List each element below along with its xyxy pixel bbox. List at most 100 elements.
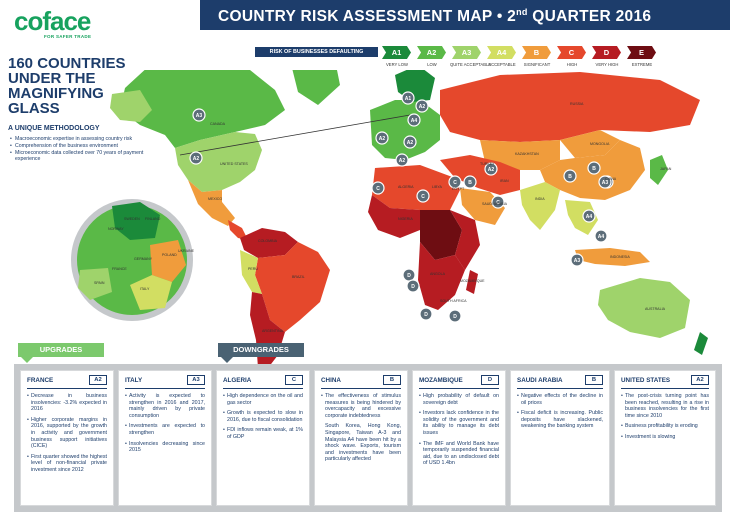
panel-algeria: ALGERIA C High dependence on the oil and… bbox=[216, 370, 310, 506]
panel-bullet: Activity is expected to strengthen in 20… bbox=[125, 393, 205, 419]
panel-bullet: Business profitability is eroding bbox=[621, 423, 709, 430]
map-country-label: JAPAN bbox=[660, 167, 672, 171]
svg-text:A4: A4 bbox=[586, 214, 593, 220]
panel-rating: C bbox=[285, 375, 303, 385]
map-country-label: ITALY bbox=[140, 287, 150, 291]
downgrades-arrow-icon bbox=[221, 357, 233, 363]
svg-text:C: C bbox=[376, 186, 380, 192]
svg-text:A3: A3 bbox=[602, 180, 609, 186]
map-country-label: CHINA bbox=[605, 177, 617, 181]
page-title: COUNTRY RISK ASSESSMENT MAP • 2nd QUARTE… bbox=[218, 7, 652, 25]
legend-swatch-e: E bbox=[627, 46, 656, 59]
map-east-africa bbox=[450, 210, 480, 270]
panel-rating: B bbox=[585, 375, 603, 385]
svg-text:D: D bbox=[453, 314, 457, 320]
panel-country: FRANCE bbox=[27, 377, 54, 384]
panel-divider bbox=[125, 388, 205, 389]
map-country-label: NORWAY bbox=[108, 227, 124, 231]
panel-bullet: Investments are expected to strengthen bbox=[125, 423, 205, 436]
panel-divider bbox=[321, 388, 401, 389]
legend-label: QUITE ACCEPTABLE bbox=[450, 62, 492, 67]
map-country-label: INDONESIA bbox=[610, 255, 630, 259]
map-central-america bbox=[228, 220, 248, 240]
map-rating-badge: B bbox=[463, 175, 477, 189]
panel-bullet: South Korea, Hong Kong, Singapore, Taiwa… bbox=[325, 423, 401, 463]
map-rating-badge: A2 bbox=[484, 162, 498, 176]
legend-swatch-b: B bbox=[522, 46, 551, 59]
legend-label: SIGNIFICANT bbox=[523, 62, 551, 67]
legend-label: EXTREME bbox=[631, 62, 653, 67]
legend-swatch-a4: A4 bbox=[487, 46, 516, 59]
panel-country: ALGERIA bbox=[223, 377, 252, 384]
map-mexico bbox=[188, 180, 235, 226]
map-central-africa bbox=[420, 210, 462, 260]
methodology-item: Macroeconomic expertise in assessing cou… bbox=[10, 136, 160, 143]
map-rating-badge: C bbox=[448, 175, 462, 189]
map-country-label: POLAND bbox=[162, 253, 177, 257]
map-mongolia bbox=[560, 130, 620, 158]
panel-bullet: The effectiveness of stimulus measures i… bbox=[321, 393, 401, 419]
map-country-label: IRAN bbox=[500, 179, 509, 183]
map-rating-badge: A2 bbox=[403, 135, 417, 149]
headline-line: 160 COUNTRIES bbox=[8, 55, 126, 72]
panel-country: SAUDI ARABIA bbox=[517, 377, 563, 384]
map-rating-badge: C bbox=[371, 181, 385, 195]
map-rating-badge: D bbox=[448, 309, 462, 323]
svg-text:A4: A4 bbox=[411, 118, 418, 124]
map-rating-badge: D bbox=[406, 279, 420, 293]
map-country-label: FINLAND bbox=[145, 217, 161, 221]
map-country-label: AUSTRALIA bbox=[645, 307, 666, 311]
logo-wordmark: coface bbox=[14, 6, 91, 36]
map-country-label: COLOMBIA bbox=[258, 239, 278, 243]
map-brazil bbox=[255, 242, 330, 332]
map-rating-badge: A4 bbox=[582, 209, 596, 223]
map-russia bbox=[440, 72, 700, 142]
legend-swatch-a1: A1 bbox=[382, 46, 411, 59]
map-peru bbox=[240, 250, 262, 294]
map-country-label: RUSSIA bbox=[570, 102, 584, 106]
map-country-label: NIGERIA bbox=[398, 217, 413, 221]
legend-label: HIGH bbox=[566, 62, 578, 67]
map-rating-badge: A4 bbox=[594, 229, 608, 243]
downgrades-tab: DOWNGRADES bbox=[218, 343, 304, 357]
svg-text:B: B bbox=[468, 180, 472, 186]
map-southern-africa bbox=[418, 242, 465, 310]
panel-bullets: High probability of default on sovereign… bbox=[419, 393, 499, 471]
map-rating-badge: B bbox=[587, 161, 601, 175]
magnifier bbox=[71, 199, 193, 321]
panel-bullets: Decrease in business insolvencies: -3.2%… bbox=[27, 393, 107, 478]
map-rating-badge: A2 bbox=[375, 131, 389, 145]
panel-rating: A2 bbox=[89, 375, 107, 385]
panel-bullets: Negative effects of the decline in oil p… bbox=[517, 393, 603, 434]
map-rating-badge: D bbox=[419, 307, 433, 321]
panel-country: CHINA bbox=[321, 377, 341, 384]
map-canada bbox=[120, 70, 285, 148]
magnifier-connector bbox=[179, 114, 411, 156]
map-europe bbox=[370, 100, 440, 160]
panel-rating: A3 bbox=[187, 375, 205, 385]
map-country-label: INDIA bbox=[535, 197, 545, 201]
map-country-label: ANGOLA bbox=[430, 272, 446, 276]
panel-divider bbox=[621, 388, 709, 389]
map-north-africa bbox=[372, 165, 460, 210]
legend-title: RISK OF BUSINESSES DEFAULTING bbox=[255, 47, 378, 57]
map-country-label: MEXICO bbox=[208, 197, 222, 201]
panel-bullet: The IMF and World Bank have temporarily … bbox=[419, 441, 499, 467]
map-scandinavia bbox=[395, 70, 435, 102]
map-rating-badge: A3 bbox=[192, 108, 206, 122]
panel-bullet: FDI inflows remain weak, at 1% of GDP bbox=[223, 427, 303, 440]
map-southeast-asia bbox=[565, 200, 598, 235]
map-rating-badge: A1 bbox=[401, 91, 415, 105]
methodology-list: Macroeconomic expertise in assessing cou… bbox=[10, 136, 160, 163]
map-country-label: PERU bbox=[248, 267, 258, 271]
magnifier-nordics bbox=[112, 202, 160, 240]
country-panels: FRANCE A2 Decrease in business insolvenc… bbox=[14, 364, 722, 512]
panel-bullets: High dependence on the oil and gas secto… bbox=[223, 393, 303, 445]
map-rating-badge: A3 bbox=[570, 253, 584, 267]
panel-bullet: Growth is expected to slow in 2016, due … bbox=[223, 410, 303, 423]
svg-text:C: C bbox=[453, 180, 457, 186]
panel-rating: A2 bbox=[691, 375, 709, 385]
panel-bullets: The effectiveness of stimulus measures i… bbox=[321, 393, 401, 467]
legend-label: LOW bbox=[427, 62, 437, 67]
